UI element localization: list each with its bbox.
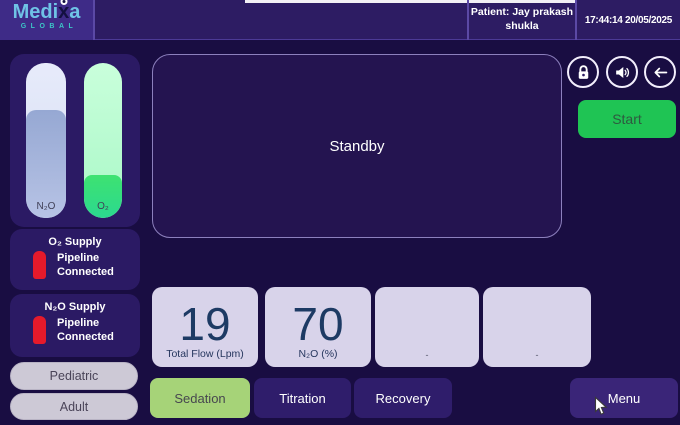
menu-button[interactable]: Menu (570, 378, 678, 418)
titration-tab[interactable]: Titration (254, 378, 351, 418)
gas-cylinder-icon (33, 316, 46, 345)
n2o-gauge: N₂O (26, 63, 66, 218)
n2o-supply-title: N₂O Supply (44, 301, 106, 313)
o2-supply-panel: O₂ Supply Pipeline Connected (10, 229, 140, 290)
o2-gauge: O₂ (84, 63, 122, 218)
mouse-cursor (594, 396, 609, 422)
back-button[interactable] (644, 56, 676, 88)
o2-gauge-fill (84, 174, 122, 218)
status-text: Standby (329, 137, 385, 155)
n2o-gauge-label: N₂O (36, 201, 56, 212)
n2o-percent-value: 70 (292, 298, 344, 350)
o2-supply-status: Pipeline Connected (57, 252, 114, 279)
top-edge-strip (245, 0, 577, 3)
patient-info: Patient: Jay prakash shukla (467, 0, 577, 40)
start-button[interactable]: Start (578, 100, 676, 138)
status-panel: Standby (152, 54, 562, 238)
lock-icon (574, 63, 593, 82)
n2o-supply-status: Pipeline Connected (57, 317, 114, 344)
volume-button[interactable] (606, 56, 638, 88)
n2o-percent-label: N₂O (%) (298, 348, 338, 360)
o2-supply-title: O₂ Supply (48, 236, 102, 248)
empty-value-card: - (483, 287, 591, 367)
total-flow-label: Total Flow (Lpm) (166, 348, 244, 360)
back-arrow-icon (651, 63, 670, 82)
total-flow-value: 19 (179, 298, 231, 350)
empty-value: - (425, 350, 429, 360)
o2-gauge-label: O₂ (97, 201, 109, 212)
empty-value: - (535, 350, 539, 360)
total-flow-card: 19 Total Flow (Lpm) (152, 287, 258, 367)
brand-subtitle: GLOBAL (20, 23, 78, 30)
gear-icon (60, 0, 68, 5)
lock-button[interactable] (567, 56, 599, 88)
brand-name: Medi xa (0, 0, 93, 23)
n2o-supply-panel: N₂O Supply Pipeline Connected (10, 294, 140, 357)
volume-icon (613, 63, 632, 82)
n2o-gauge-fill (26, 109, 66, 218)
adult-button[interactable]: Adult (10, 393, 138, 420)
gas-cylinder-icon (33, 251, 46, 280)
brand-logo: Medi xa GLOBAL (0, 0, 95, 40)
recovery-tab[interactable]: Recovery (354, 378, 452, 418)
gas-gauge-panel: N₂O O₂ (10, 54, 140, 227)
header: Medi xa GLOBAL Patient: Jay prakash shukl… (0, 0, 680, 40)
datetime: 17:44:14 20/05/2025 (584, 14, 673, 26)
sedation-tab[interactable]: Sedation (150, 378, 250, 418)
empty-value-card: - (375, 287, 479, 367)
pediatric-button[interactable]: Pediatric (10, 362, 138, 390)
n2o-percent-card: 70 N₂O (%) (265, 287, 371, 367)
